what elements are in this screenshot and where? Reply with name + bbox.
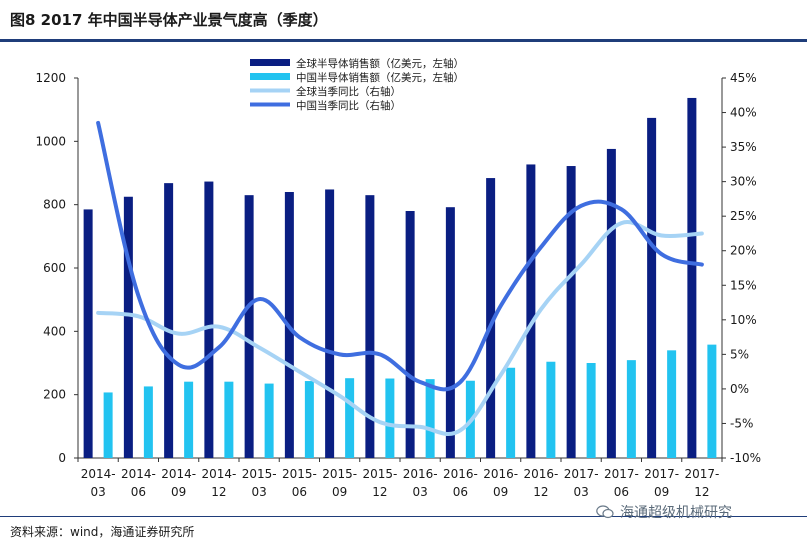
x-axis-tick-label-year: 2016- (483, 467, 518, 481)
bar-global-sales (486, 178, 496, 459)
x-axis-tick-label-month: 09 (332, 485, 347, 499)
x-axis-tick-label-month: 03 (251, 485, 266, 499)
bar-global-sales (647, 117, 657, 459)
bar-global-sales (526, 164, 536, 458)
legend-label: 中国半导体销售额（亿美元，左轴） (296, 71, 464, 84)
bar-global-sales (606, 148, 616, 458)
bar-china-sales (506, 367, 516, 458)
legend-label: 全球当季同比（右轴） (296, 85, 401, 98)
bar-china-sales (345, 378, 355, 458)
right-axis-tick-label: 0% (730, 382, 749, 396)
right-axis-tick-label: 35% (730, 140, 757, 154)
x-axis-tick-label-year: 2015- (322, 467, 357, 481)
x-axis-tick-label-month: 12 (211, 485, 226, 499)
left-axis-tick-label: 1200 (35, 71, 66, 85)
legend-label: 全球半导体销售额（亿美元，左轴） (296, 57, 464, 70)
left-axis-tick-label: 200 (43, 388, 66, 402)
bar-china-sales (385, 378, 395, 458)
right-axis-tick-label: 15% (730, 278, 757, 292)
bar-global-sales (204, 181, 214, 459)
source-note: 资料来源：wind，海通证券研究所 (10, 525, 195, 539)
left-axis-tick-label: 800 (43, 198, 66, 212)
x-axis-tick-label-year: 2017- (604, 467, 639, 481)
x-axis-tick-label-month: 06 (614, 485, 629, 499)
x-axis-tick-label-year: 2014- (81, 467, 116, 481)
bar-china-sales (264, 383, 274, 458)
x-axis-tick-label-year: 2016- (523, 467, 558, 481)
x-axis-tick-label-month: 09 (654, 485, 669, 499)
bar-china-sales (103, 392, 113, 458)
x-axis-tick-label-month: 06 (292, 485, 307, 499)
legend-label: 中国当季同比（右轴） (296, 99, 401, 112)
x-axis-tick-label-year: 2016- (403, 467, 438, 481)
title-bar: 图8 2017 年中国半导体产业景气度高（季度） (0, 0, 807, 38)
x-axis-tick-label-year: 2016- (443, 467, 478, 481)
right-axis-tick-label: -5% (730, 416, 753, 430)
x-axis-tick-label-month: 06 (131, 485, 146, 499)
bar-china-sales (304, 381, 314, 458)
left-axis-tick-label: 600 (43, 261, 66, 275)
bar-china-sales (626, 360, 636, 458)
right-axis-tick-label: 30% (730, 175, 757, 189)
left-axis-tick-label: 1000 (35, 134, 66, 148)
right-axis-tick-label: 5% (730, 347, 749, 361)
x-axis-tick-label-year: 2015- (242, 467, 277, 481)
right-axis-tick-label: -10% (730, 451, 761, 465)
title-divider (0, 39, 807, 42)
right-axis-tick-label: 10% (730, 313, 757, 327)
bar-global-sales (244, 195, 254, 458)
bar-global-sales (123, 196, 133, 458)
bar-global-sales (365, 195, 375, 458)
left-axis-tick-label: 0 (58, 451, 66, 465)
x-axis-tick-label-year: 2015- (282, 467, 317, 481)
line-china-yoy (96, 120, 704, 392)
x-axis-tick-label-year: 2017- (564, 467, 599, 481)
bar-global-sales (325, 189, 335, 458)
chart-title: 图8 2017 年中国半导体产业景气度高（季度） (10, 11, 328, 29)
x-axis-tick-label-year: 2014- (161, 467, 196, 481)
x-axis-tick-label-year: 2017- (644, 467, 679, 481)
bar-china-sales (707, 344, 717, 458)
watermark-text: 海通超级机械研究 (620, 505, 732, 521)
bar-china-sales (667, 350, 677, 458)
bar-global-sales (687, 97, 697, 458)
x-axis-tick-label-month: 12 (694, 485, 709, 499)
bar-global-sales (83, 209, 93, 458)
chart: 0 200 400 600 800 1000 1200 -10% -5% 0% 5% 10% 15% 20… (35, 57, 761, 499)
x-axis-tick-label-month: 09 (493, 485, 508, 499)
wechat-logo-icon (596, 505, 614, 519)
right-axis-tick-label: 40% (730, 106, 757, 120)
bar-china-sales (143, 386, 153, 458)
bar-china-sales (184, 381, 194, 458)
footer-divider (0, 516, 807, 517)
x-axis-tick-label-month: 12 (372, 485, 387, 499)
bar-china-sales (425, 379, 435, 458)
bar-china-sales (224, 381, 234, 458)
legend-swatch-china-sales (250, 73, 290, 80)
x-axis-tick-label-month: 09 (171, 485, 186, 499)
x-axis-tick-label-month: 06 (453, 485, 468, 499)
line-global-yoy (96, 220, 704, 436)
x-axis-tick-label-year: 2015- (362, 467, 397, 481)
x-axis-tick-label-year: 2014- (121, 467, 156, 481)
x-axis-tick-label-month: 12 (533, 485, 548, 499)
bar-global-sales (445, 207, 455, 458)
watermark: 海通超级机械研究 (596, 502, 732, 522)
x-axis-tick-label-year: 2014- (201, 467, 236, 481)
bar-china-sales (586, 363, 596, 458)
bar-global-sales (405, 211, 415, 458)
bar-china-sales (546, 361, 556, 458)
left-axis-tick-label: 400 (43, 324, 66, 338)
x-axis-tick-label-year: 2017- (684, 467, 719, 481)
x-axis-tick-label-month: 03 (412, 485, 427, 499)
right-axis-tick-label: 45% (730, 71, 757, 85)
legend-swatch-global-sales (250, 59, 290, 66)
right-axis-tick-label: 20% (730, 244, 757, 258)
bar-global-sales (566, 166, 576, 459)
bar-global-sales (164, 183, 174, 458)
x-axis-tick-label-month: 03 (90, 485, 105, 499)
right-axis-tick-label: 25% (730, 209, 757, 223)
x-axis-tick-label-month: 03 (573, 485, 588, 499)
